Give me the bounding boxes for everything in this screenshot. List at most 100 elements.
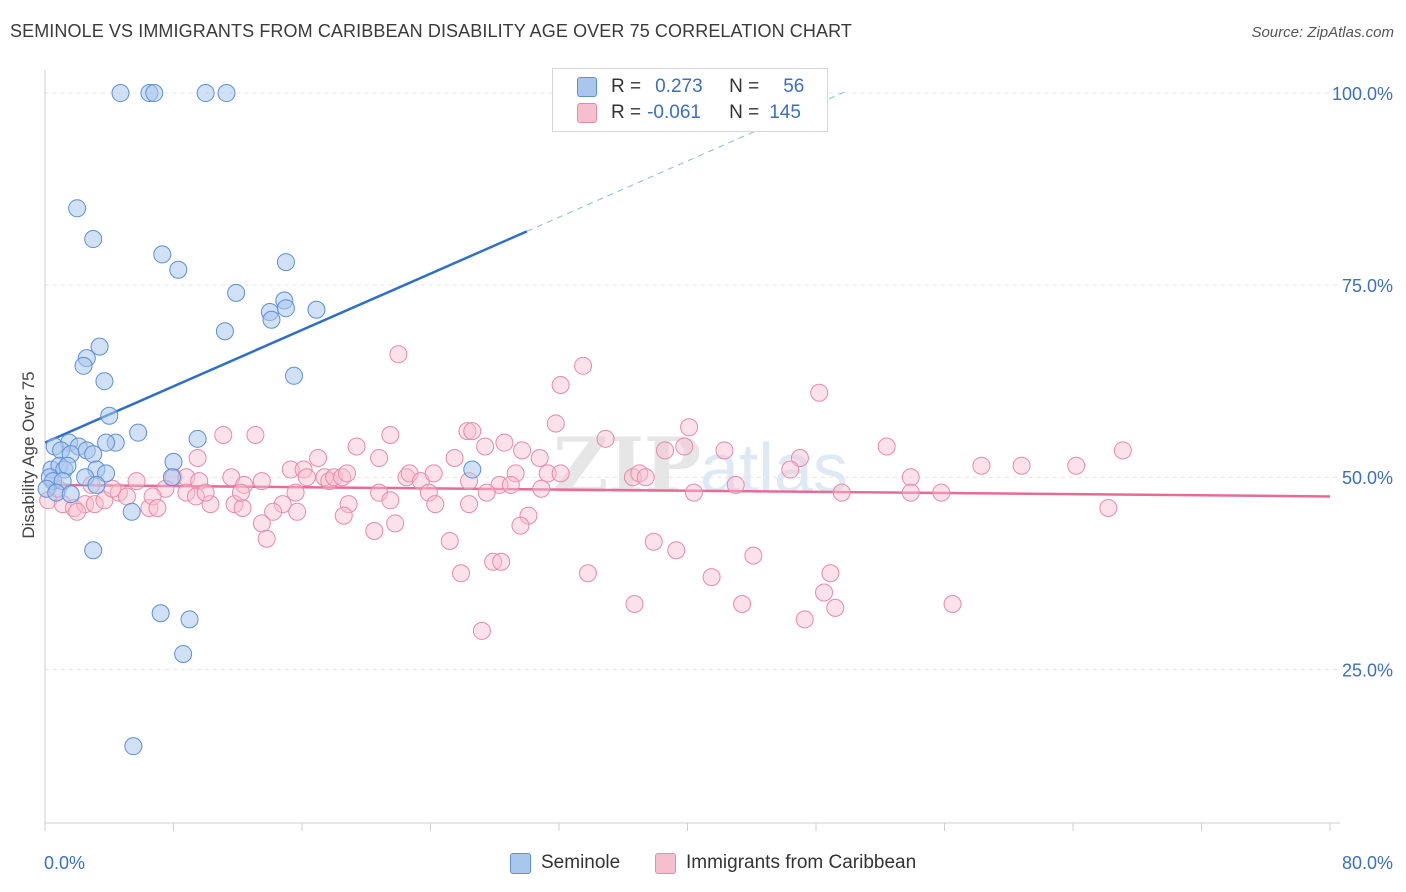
caribbean-point — [389, 345, 408, 364]
caribbean-point — [495, 433, 514, 452]
seminole-point — [227, 283, 246, 302]
caribbean-point — [680, 418, 699, 437]
caribbean-point — [463, 422, 482, 441]
caribbean-legend-swatch — [655, 852, 676, 874]
seminole-trend-extension — [526, 89, 849, 232]
n-value: 56 — [783, 76, 805, 97]
caribbean-point — [190, 472, 209, 491]
caribbean-point — [551, 376, 570, 395]
caribbean-point — [901, 483, 920, 502]
caribbean-point — [445, 449, 464, 468]
x-tick-label: 0.0% — [44, 853, 85, 873]
caribbean-point — [68, 502, 87, 521]
caribbean-point — [196, 483, 215, 502]
y-tick-label: 25.0% — [1342, 660, 1393, 680]
caribbean-point — [297, 468, 316, 487]
caribbean-point — [257, 529, 276, 548]
caribbean-point — [452, 564, 471, 583]
trend-lines — [44, 89, 1331, 498]
caribbean-point — [273, 495, 292, 514]
caribbean-point — [381, 491, 400, 510]
caribbean-point — [143, 487, 162, 506]
caribbean-point — [667, 541, 686, 560]
caribbean-point — [644, 532, 663, 551]
caribbean-point — [233, 498, 252, 517]
seminole-point — [90, 337, 109, 356]
seminole-point — [124, 737, 143, 756]
r-label: R = — [611, 102, 642, 123]
caribbean-point — [477, 483, 496, 502]
caribbean-point — [148, 498, 167, 517]
caribbean-point — [578, 564, 597, 583]
seminole-point — [151, 604, 170, 623]
caribbean-point — [288, 502, 307, 521]
caribbean-point — [252, 472, 271, 491]
caribbean-point — [252, 514, 271, 533]
seminole-point — [188, 429, 207, 448]
seminole-point — [174, 644, 193, 663]
correlation-legend: R = 0.273 N = 56 R = -0.061 N = 145 — [552, 68, 828, 132]
seminole-point — [307, 300, 326, 319]
seminole-point — [95, 372, 114, 391]
grid-lines — [45, 92, 1340, 670]
r-value: -0.061 — [647, 102, 701, 123]
r-label: R = — [611, 76, 642, 97]
caribbean-point — [790, 449, 809, 468]
caribbean-point — [501, 475, 520, 494]
caribbean-point — [337, 464, 356, 483]
caribbean-point — [781, 460, 800, 479]
caribbean-point — [532, 479, 551, 498]
caribbean-point — [347, 437, 366, 456]
caribbean-point — [440, 532, 459, 551]
caribbean-point — [821, 564, 840, 583]
chart-title: SEMINOLE VS IMMIGRANTS FROM CARIBBEAN DI… — [10, 21, 852, 41]
watermark-zip: ZIP — [553, 421, 701, 510]
caribbean-point — [625, 595, 644, 614]
caribbean-point — [339, 495, 358, 514]
caribbean-point — [264, 502, 283, 521]
seminole-point — [276, 299, 295, 318]
caribbean-point — [370, 449, 389, 468]
n-value: 145 — [769, 102, 801, 123]
caribbean-point — [246, 425, 265, 444]
seminole-point — [463, 460, 482, 479]
caribbean-point — [1067, 456, 1086, 475]
seminole-legend-label: Seminole — [541, 852, 621, 873]
caribbean-point — [214, 425, 233, 444]
caribbean-point — [675, 437, 694, 456]
caribbean-point — [596, 429, 615, 448]
caribbean-point — [513, 441, 532, 460]
seminole-point — [153, 245, 172, 264]
caribbean-point — [476, 437, 495, 456]
caribbean-point — [810, 383, 829, 402]
watermark-atlas: atlas — [700, 429, 848, 507]
caribbean-point — [972, 456, 991, 475]
seminole-point — [215, 322, 234, 341]
caribbean-point — [103, 479, 122, 498]
n-label: N = — [729, 76, 760, 97]
caribbean-point — [538, 464, 557, 483]
caribbean-point — [1099, 498, 1118, 517]
caribbean-point — [365, 522, 384, 541]
caribbean-point — [281, 460, 300, 479]
caribbean-point — [733, 595, 752, 614]
caribbean-point — [530, 449, 549, 468]
caribbean-point — [426, 495, 445, 514]
legend-row-caribbean: R = -0.061 N = 145 — [577, 101, 801, 125]
caribbean-point — [815, 583, 834, 602]
seminole-point — [61, 485, 80, 504]
seminole-trend-line — [44, 230, 528, 444]
caribbean-point — [932, 483, 951, 502]
caribbean-point — [702, 568, 721, 587]
caribbean-point — [795, 610, 814, 629]
seminole-point — [97, 464, 116, 483]
seminole-swatch — [577, 77, 597, 97]
y-tick-label: 50.0% — [1342, 468, 1393, 488]
caribbean-point — [1012, 456, 1031, 475]
seminole-point — [74, 356, 93, 375]
caribbean-point — [231, 483, 250, 502]
seminole-point — [87, 475, 106, 494]
caribbean-point — [424, 464, 443, 483]
seminole-point — [84, 230, 103, 249]
